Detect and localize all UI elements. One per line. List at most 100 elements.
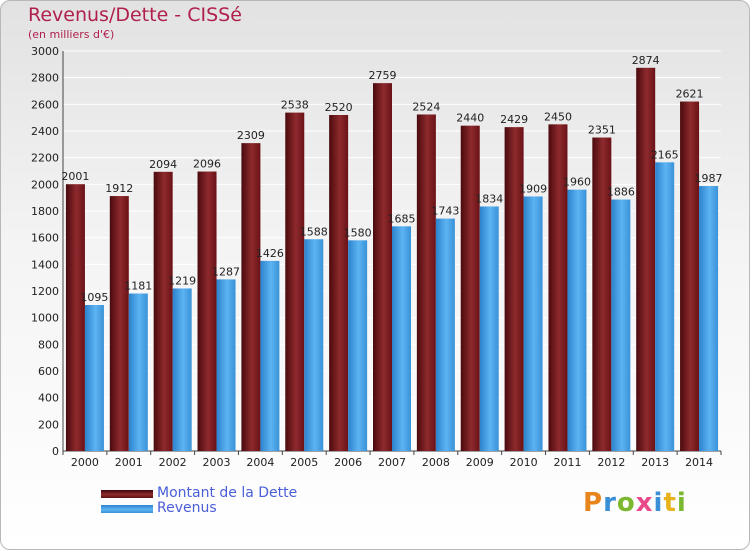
y-tick-label: 1400: [31, 258, 59, 271]
bar-debt: [460, 125, 480, 452]
value-label-revenus: 1580: [344, 226, 372, 239]
logo-letter: x: [635, 488, 654, 518]
logo-letter: o: [616, 488, 636, 518]
bar-debt: [153, 171, 173, 452]
bar-debt: [329, 115, 349, 451]
x-tick-label: 2011: [553, 456, 581, 469]
y-tick-label: 2600: [31, 98, 59, 111]
x-tick-label: 2005: [290, 456, 318, 469]
value-label-revenus: 2165: [651, 148, 679, 161]
value-label-revenus: 1588: [300, 225, 328, 238]
y-tick-label: 1000: [31, 312, 59, 325]
value-label-revenus: 1287: [212, 265, 240, 278]
bar-revenus: [435, 218, 455, 451]
bar-debt: [109, 196, 129, 451]
bar-revenus: [260, 260, 280, 451]
value-label-debt: 2096: [193, 158, 221, 171]
y-tick-label: 1800: [31, 205, 59, 218]
chart-title: Revenus/Dette - CISSé: [28, 4, 242, 26]
value-label-revenus: 1426: [256, 247, 284, 260]
value-label-revenus: 1834: [475, 192, 503, 205]
value-label-revenus: 1886: [607, 186, 635, 199]
bar-debt: [592, 137, 612, 452]
y-tick-label: 2200: [31, 152, 59, 165]
bar-debt: [504, 127, 524, 451]
bar-revenus: [567, 189, 587, 451]
bar-debt: [65, 184, 85, 451]
bar-revenus: [392, 226, 411, 451]
value-label-revenus: 1909: [519, 182, 547, 195]
x-tick-label: 2008: [422, 456, 450, 469]
bar-revenus: [216, 279, 236, 451]
value-label-debt: 2309: [237, 129, 265, 142]
bar-debt: [680, 101, 700, 452]
bar-revenus: [304, 239, 324, 451]
bar-revenus: [699, 186, 719, 452]
y-tick-label: 1600: [31, 232, 59, 245]
legend-label-debt: Montant de la Dette: [157, 485, 298, 501]
bar-debt: [636, 67, 656, 452]
bar-revenus: [128, 293, 148, 451]
bar-debt: [197, 171, 217, 452]
bar-debt: [373, 83, 392, 451]
value-label-debt: 2450: [544, 110, 572, 123]
x-tick-label: 2006: [334, 456, 362, 469]
y-tick-label: 800: [38, 338, 59, 351]
bar-revenus: [172, 288, 192, 451]
legend-swatch-revenus: [101, 505, 153, 513]
y-tick-label: 3000: [31, 45, 59, 58]
y-tick-label: 2800: [31, 72, 59, 85]
value-label-revenus: 1987: [695, 172, 723, 185]
bar-debt: [548, 124, 568, 451]
x-tick-label: 2001: [115, 456, 143, 469]
bar-debt: [241, 143, 261, 451]
logo-letter: i: [676, 488, 687, 518]
bar-revenus: [84, 305, 104, 451]
x-tick-label: 2000: [71, 456, 99, 469]
x-tick-label: 2004: [246, 456, 274, 469]
x-tick-label: 2007: [378, 456, 406, 469]
logo-letter: r: [603, 488, 617, 518]
x-tick-label: 2013: [641, 456, 669, 469]
logo-letter: i: [653, 488, 664, 518]
value-label-revenus: 1685: [388, 212, 416, 225]
bar-revenus: [348, 240, 368, 451]
x-tick-label: 2009: [466, 456, 494, 469]
bar-revenus: [479, 206, 499, 451]
chart-unit: (en milliers d'€): [28, 28, 115, 41]
bar-debt: [416, 114, 436, 451]
y-tick-label: 2400: [31, 125, 59, 138]
y-tick-label: 600: [38, 365, 59, 378]
value-label-revenus: 1743: [431, 205, 459, 218]
bar-debt: [285, 112, 305, 451]
value-label-debt: 2874: [632, 54, 660, 67]
y-tick-label: 0: [52, 445, 59, 458]
y-tick-label: 1200: [31, 285, 59, 298]
proxiti-logo: Proxiti: [583, 488, 687, 518]
x-tick-label: 2012: [597, 456, 625, 469]
value-label-revenus: 1181: [124, 280, 152, 293]
value-label-debt: 2520: [325, 101, 353, 114]
value-label-debt: 2621: [676, 88, 704, 101]
value-label-debt: 2538: [281, 99, 309, 112]
bar-revenus: [523, 196, 543, 451]
value-label-debt: 2759: [369, 69, 397, 82]
value-label-debt: 2440: [456, 112, 484, 125]
value-label-debt: 2094: [149, 158, 177, 171]
bar-revenus: [611, 199, 631, 451]
value-label-debt: 2351: [588, 124, 616, 137]
value-label-debt: 2001: [61, 170, 89, 183]
y-tick-label: 200: [38, 418, 59, 431]
bar-revenus: [655, 162, 675, 452]
legend-swatch-debt: [101, 490, 153, 498]
y-tick-label: 400: [38, 392, 59, 405]
x-tick-label: 2014: [685, 456, 713, 469]
x-tick-label: 2002: [159, 456, 187, 469]
x-tick-label: 2003: [203, 456, 231, 469]
value-label-debt: 2429: [500, 113, 528, 126]
value-label-revenus: 1960: [563, 176, 591, 189]
value-label-debt: 1912: [105, 182, 133, 195]
value-label-debt: 2524: [412, 100, 440, 113]
